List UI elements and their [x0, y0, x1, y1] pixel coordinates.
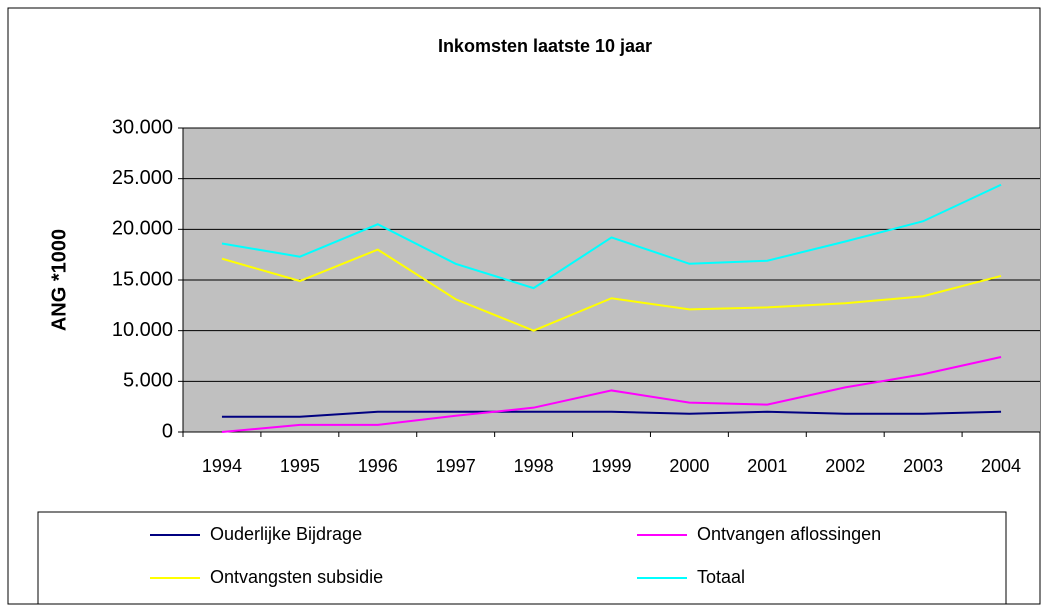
x-tick-label: 2004: [981, 456, 1021, 476]
y-tick-label: 10.000: [112, 319, 173, 341]
y-tick-label: 20.000: [112, 218, 173, 240]
y-tick-label: 15.000: [112, 268, 173, 290]
x-tick-label: 1997: [436, 456, 476, 476]
x-tick-label: 2000: [669, 456, 709, 476]
legend-label: Ontvangsten subsidie: [210, 567, 383, 587]
y-tick-label: 0: [162, 420, 173, 442]
x-tick-label: 2003: [903, 456, 943, 476]
series-line: [221, 248, 1002, 332]
series-line: [221, 410, 1002, 418]
legend-box: [37, 511, 1007, 605]
x-tick-label: 1995: [280, 456, 320, 476]
x-tick-label: 1999: [591, 456, 631, 476]
y-tick-label: 5.000: [123, 370, 173, 392]
x-tick-label: 2001: [747, 456, 787, 476]
legend-label: Ontvangen aflossingen: [697, 524, 881, 544]
x-tick-label: 1996: [358, 456, 398, 476]
series-line: [221, 356, 1002, 433]
legend-label: Totaal: [697, 567, 745, 587]
chart-title: Inkomsten laatste 10 jaar: [438, 36, 652, 56]
x-tick-label: 2002: [825, 456, 865, 476]
y-tick-label: 30.000: [112, 116, 173, 138]
x-tick-label: 1998: [514, 456, 554, 476]
y-axis-label: ANG *1000: [48, 229, 70, 331]
y-tick-label: 25.000: [112, 167, 173, 189]
legend-label: Ouderlijke Bijdrage: [210, 524, 362, 544]
series-line: [221, 183, 1002, 290]
x-tick-label: 1994: [202, 456, 242, 476]
